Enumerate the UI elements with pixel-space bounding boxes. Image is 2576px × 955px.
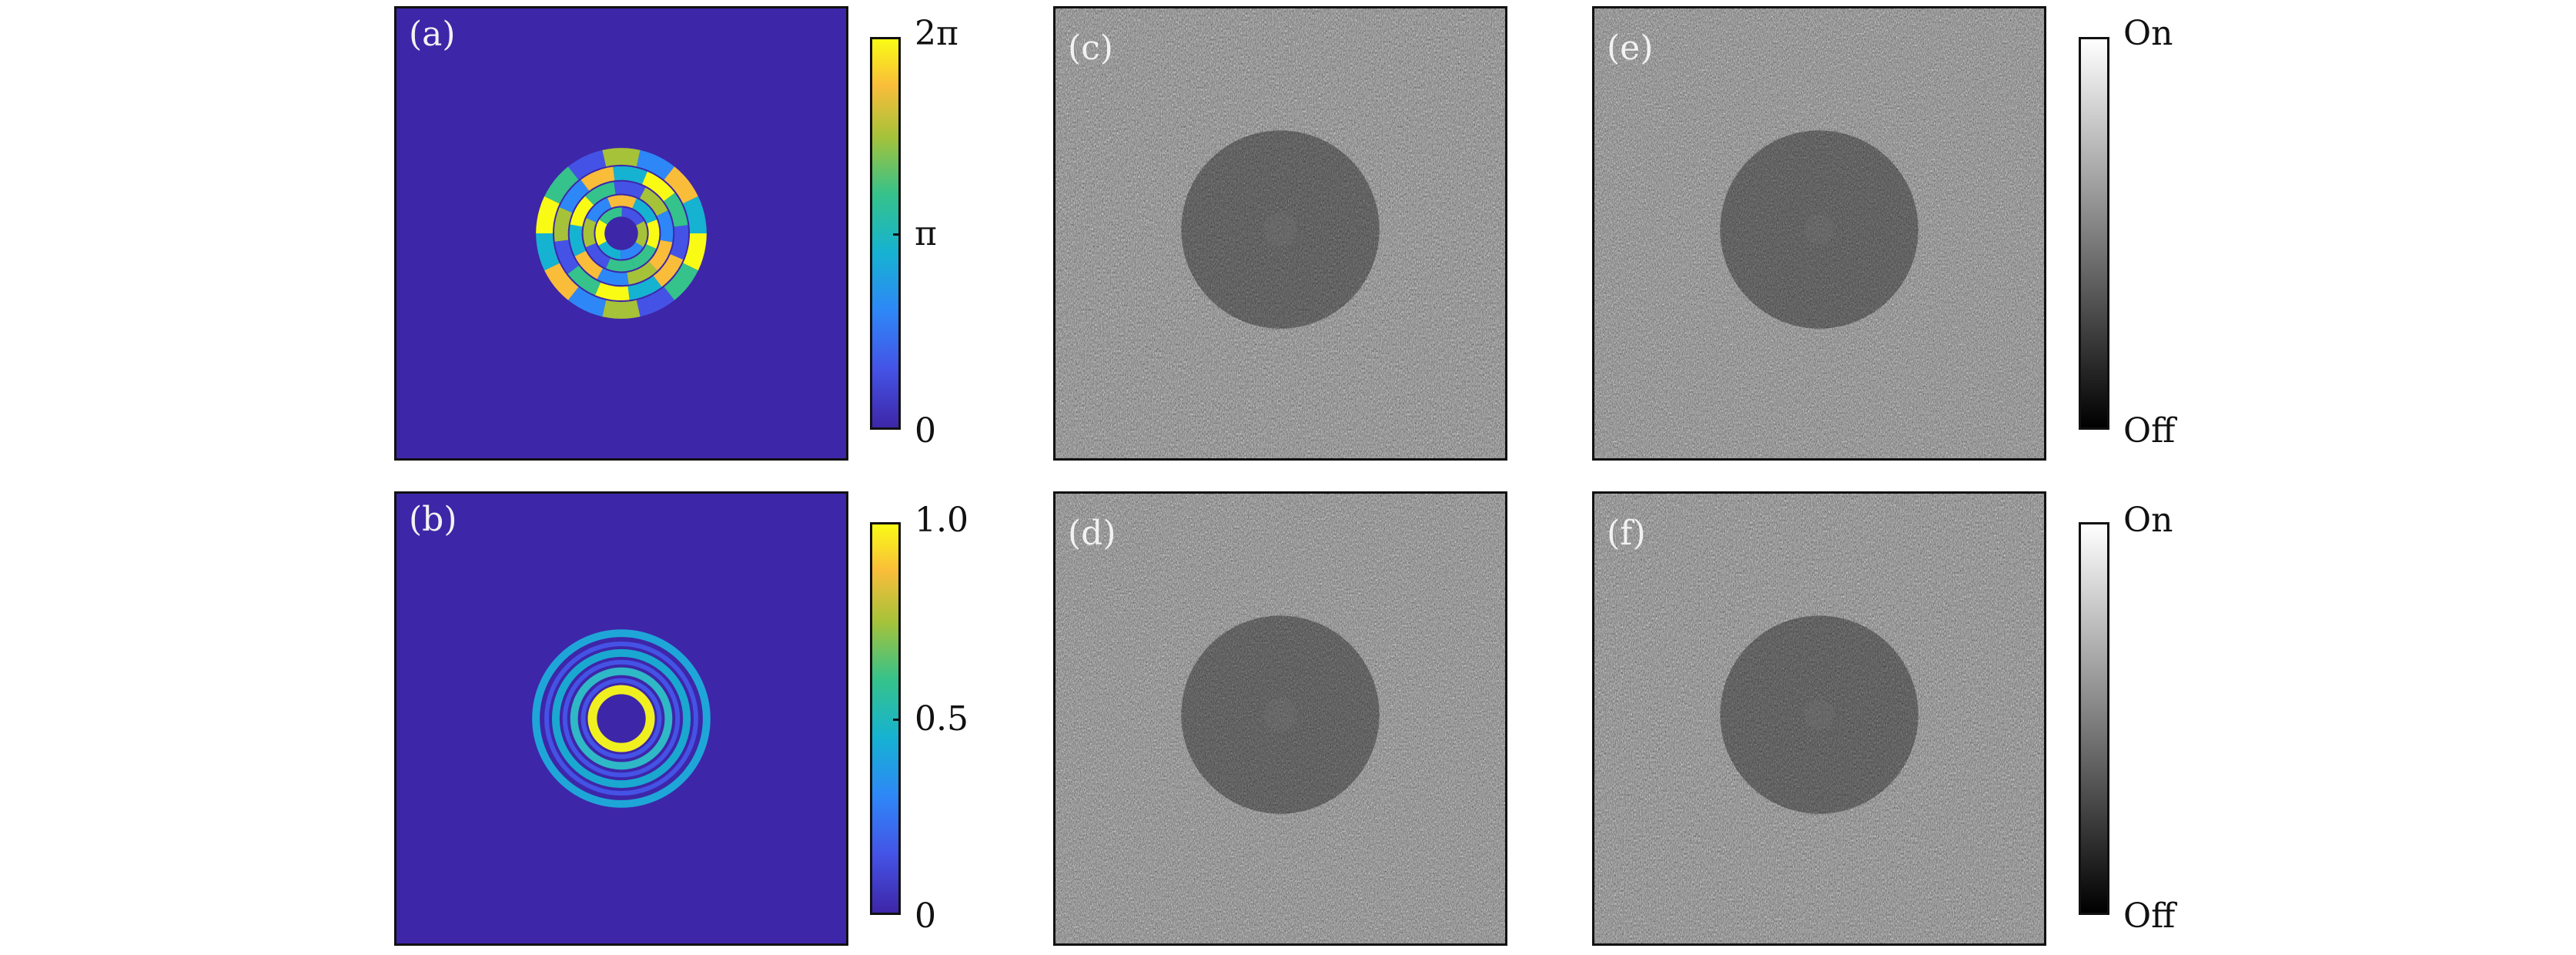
- phase-ring-segment: [567, 286, 607, 317]
- phase-ring-segment: [554, 240, 579, 274]
- phase-ring-segment: [544, 166, 579, 204]
- phase-ring-segment: [599, 207, 622, 225]
- phase-ring-segment: [614, 181, 646, 199]
- phase-colorbar-top-label: 2π: [915, 14, 958, 53]
- hologram-f: [1594, 494, 2044, 943]
- phase-ring-segment: [536, 196, 560, 233]
- phase-ring-segment: [567, 265, 601, 296]
- phase-ring-segment: [613, 166, 647, 185]
- phase-ring-segment: [683, 233, 707, 271]
- phase-pattern: [536, 148, 707, 319]
- phase-ring-segment: [640, 187, 668, 216]
- phase-ring-segment: [621, 207, 644, 226]
- hologram-d: [1055, 494, 1505, 943]
- hologram-colorbar-bottom-on-label: On: [2123, 501, 2173, 540]
- amplitude-ring: [587, 685, 655, 752]
- phase-ring-segment: [646, 219, 660, 249]
- phase-ring-segment: [631, 244, 657, 270]
- phase-ring-segment: [635, 221, 647, 247]
- phase-ring-segment: [554, 207, 573, 242]
- phase-ring-segment: [559, 179, 590, 213]
- amplitude-ring: [551, 648, 691, 789]
- hologram-colorbar-bottom: [2079, 522, 2109, 915]
- phase-ring-segment: [664, 166, 698, 204]
- panel-label-e: (e): [1607, 28, 1654, 68]
- amplitude-ring: [580, 678, 662, 759]
- phase-ring-segment: [580, 166, 615, 191]
- panel-label-f: (f): [1607, 514, 1646, 553]
- phase-ring-segment: [636, 286, 675, 317]
- amplitude-ring: [544, 642, 698, 796]
- phase-colorbar-bottom-label: 0: [915, 411, 936, 451]
- hologram-colorbar-top: [2079, 37, 2109, 430]
- phase-ring-segment: [683, 196, 707, 233]
- phase-ring-segment: [544, 263, 579, 300]
- phase-ring-segment: [574, 250, 603, 280]
- phase-ring-segment: [585, 182, 616, 206]
- panel-label-a: (a): [409, 15, 456, 54]
- phase-ring-segment: [607, 195, 637, 209]
- phase-ring-segment: [632, 198, 657, 224]
- phase-ring-segment: [664, 263, 698, 300]
- phase-ring-segment: [606, 258, 635, 272]
- panel-label-c: (c): [1068, 28, 1113, 68]
- amplitude-ring: [562, 659, 681, 778]
- phase-ring-segment: [585, 243, 611, 269]
- amplitude-ring: [570, 667, 673, 770]
- phase-ring-segment: [569, 224, 586, 256]
- phase-ring-segment: [653, 254, 684, 287]
- phase-ring-segment: [586, 197, 612, 223]
- phase-ring-segment: [648, 240, 673, 271]
- phase-ring-segment: [602, 300, 641, 319]
- phase-ring-segment: [536, 233, 560, 271]
- amplitude-ring: [524, 622, 718, 816]
- phase-ring-segment: [621, 242, 644, 260]
- phase-ring-segment: [602, 148, 641, 167]
- phase-ring-segment: [570, 196, 594, 227]
- phase-ring-segment: [595, 282, 630, 301]
- phase-ring-segment: [583, 218, 597, 247]
- panel-label-b: (b): [409, 500, 457, 539]
- panel-a-phase: (a): [394, 6, 848, 461]
- amplitude-ring: [532, 629, 711, 808]
- amplitude-colorbar-top-label: 1.0: [915, 501, 969, 540]
- hologram-colorbar-top-off-label: Off: [2123, 411, 2176, 451]
- panel-label-d: (d): [1068, 514, 1116, 553]
- phase-ring-segment: [657, 210, 674, 243]
- phase-ring-segment: [597, 268, 629, 286]
- phase-ring-segment: [567, 149, 607, 180]
- phase-ring-segment: [664, 193, 688, 227]
- phase-ring-segment: [595, 219, 607, 246]
- panel-e-hologram: (e): [1592, 6, 2046, 461]
- amplitude-colorbar-bottom-label: 0: [915, 896, 936, 936]
- phase-colorbar-mid-tick: [893, 233, 901, 236]
- panel-d-hologram: (d): [1053, 491, 1507, 946]
- hologram-colorbar-bottom-gradient: [2081, 524, 2107, 913]
- hologram-colorbar-top-gradient: [2081, 39, 2107, 427]
- phase-ring-segment: [627, 261, 657, 285]
- amplitude-colorbar-mid-label: 0.5: [915, 699, 969, 739]
- phase-ring-segment: [642, 171, 675, 202]
- panel-c-hologram: (c): [1053, 6, 1507, 461]
- amplitude-rings: [524, 622, 718, 816]
- panel-b-amplitude: (b): [394, 491, 848, 946]
- phase-ring-segment: [670, 225, 689, 260]
- hologram-colorbar-bottom-off-label: Off: [2123, 896, 2176, 936]
- phase-colorbar-mid-label: π: [915, 214, 937, 253]
- phase-ring-segment: [627, 276, 662, 300]
- panel-f-hologram: (f): [1592, 491, 2046, 946]
- hologram-e: [1594, 8, 2044, 458]
- phase-ring-segment: [598, 241, 621, 260]
- amplitude-colorbar-mid-tick: [893, 719, 901, 721]
- phase-ring-segment: [636, 149, 675, 180]
- hologram-c: [1055, 8, 1505, 458]
- hologram-colorbar-top-on-label: On: [2123, 14, 2173, 53]
